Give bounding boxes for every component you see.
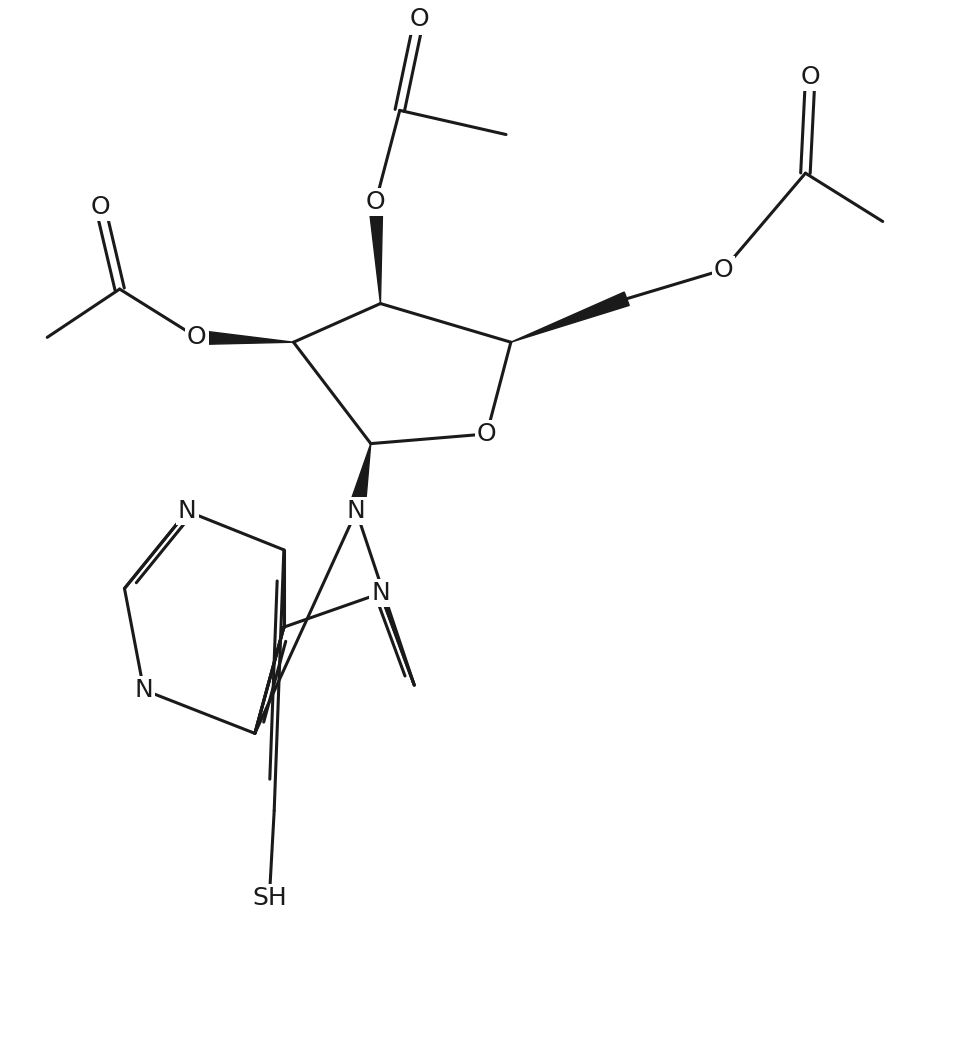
Polygon shape — [368, 202, 382, 303]
Text: O: O — [366, 190, 385, 214]
Text: N: N — [347, 499, 366, 523]
Text: O: O — [91, 195, 110, 219]
Text: SH: SH — [252, 886, 287, 909]
Text: O: O — [477, 422, 496, 446]
Text: O: O — [800, 64, 820, 89]
Polygon shape — [511, 293, 629, 342]
Text: N: N — [135, 678, 153, 702]
Polygon shape — [348, 444, 371, 513]
Text: O: O — [409, 6, 429, 31]
Polygon shape — [197, 331, 293, 344]
Text: N: N — [371, 582, 390, 605]
Text: N: N — [178, 499, 197, 523]
Text: O: O — [713, 258, 733, 282]
Text: O: O — [187, 325, 206, 350]
